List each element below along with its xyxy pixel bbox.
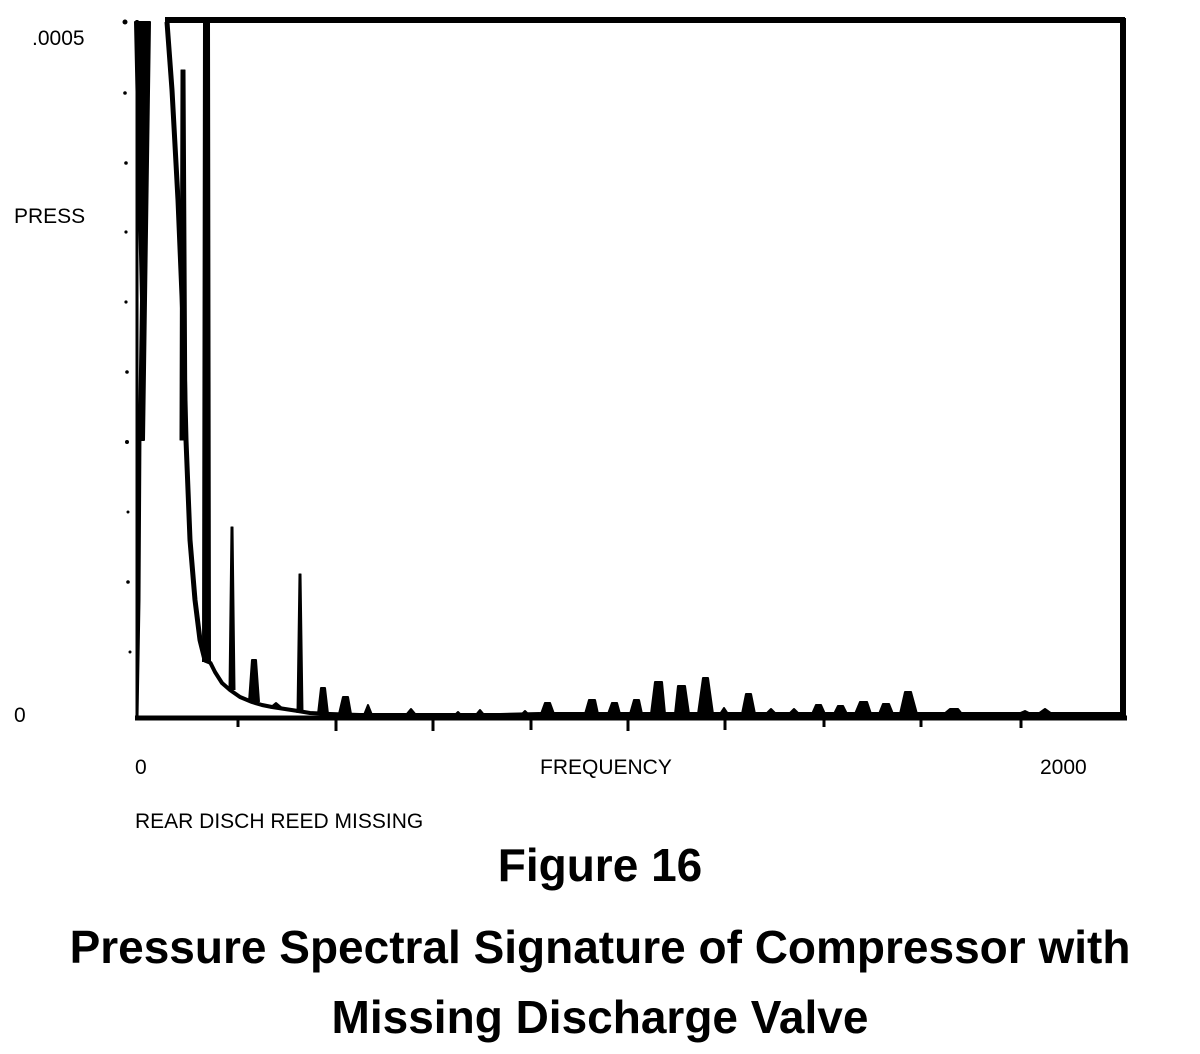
x-min-label: 0 [135,756,147,779]
spectrum-trace [134,21,1122,719]
figure-caption: Pressure Spectral Signature of Compresso… [0,912,1200,1052]
x-axis-label: FREQUENCY [540,756,672,779]
x-max-label: 2000 [1040,756,1087,779]
figure-number: Figure 16 [497,839,703,891]
y-axis-label: PRESS [14,205,86,228]
y-axis-ticks [122,19,132,654]
figure-caption-text: Pressure Spectral Signature of Compresso… [69,921,1131,1043]
y-max-label: .0005 [32,27,85,50]
plot-frame [135,17,1127,721]
chart-annotation: REAR DISCH REED MISSING [135,810,424,833]
y-min-label: 0 [14,704,26,727]
x-axis-ticks [236,718,1023,731]
